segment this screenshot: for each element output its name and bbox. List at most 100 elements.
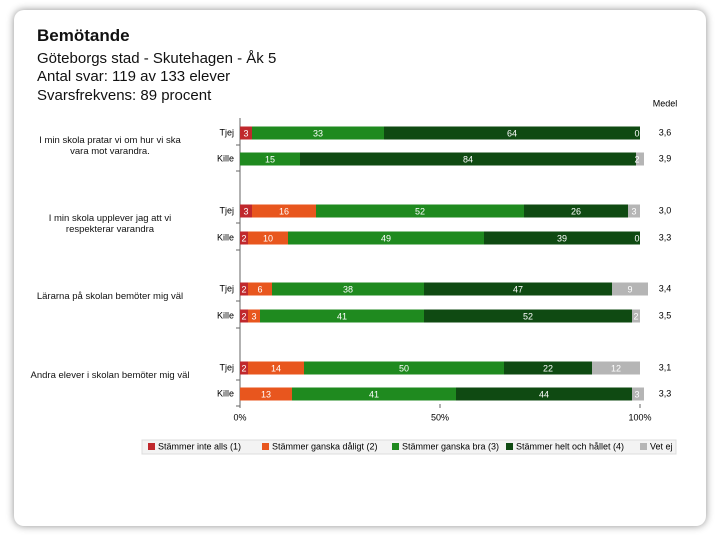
medel-value: 3,1	[659, 362, 672, 372]
legend-label: Stämmer helt och hållet (4)	[516, 441, 624, 451]
medel-title: Medel	[653, 98, 678, 108]
value-label: 47	[513, 284, 523, 294]
value-label: 41	[337, 311, 347, 321]
bar-segment	[632, 387, 644, 401]
bar-segment	[248, 282, 272, 296]
bar-segment	[240, 282, 248, 296]
bar-segment	[240, 152, 300, 166]
value-label: 14	[271, 363, 281, 373]
medel-value: 3,3	[659, 232, 672, 242]
bar-segment	[248, 309, 260, 323]
row-label: Kille	[217, 232, 234, 242]
value-label: 52	[415, 206, 425, 216]
bar-segment	[240, 361, 248, 375]
row-label: Kille	[217, 388, 234, 398]
bar-segment	[384, 126, 640, 140]
bar-segment	[300, 152, 636, 166]
value-label: 3	[631, 206, 636, 216]
medel-value: 3,9	[659, 153, 672, 163]
bar-segment	[424, 309, 632, 323]
question: I min skola upplever jag att vi respekte…	[48, 213, 172, 235]
subtitle: Göteborgs stad - Skutehagen - Åk 5	[37, 50, 277, 67]
row-label: Kille	[217, 310, 234, 320]
row-label: Kille	[217, 153, 234, 163]
medel-value: 3,3	[659, 388, 672, 398]
value-label: 22	[543, 363, 553, 373]
bar-segment	[484, 231, 640, 245]
value-label: 13	[261, 389, 271, 399]
bar-segment	[612, 282, 648, 296]
value-label: 26	[571, 206, 581, 216]
row-label: Tjej	[219, 127, 234, 137]
value-label: 84	[463, 154, 473, 164]
question: I min skola pratar vi om hur vi ska vara…	[39, 135, 181, 157]
value-label: 50	[399, 363, 409, 373]
bar-segment	[316, 204, 524, 218]
bar-segment	[240, 231, 248, 245]
medel-value: 3,0	[659, 205, 672, 215]
bar-segment	[424, 282, 612, 296]
bar-segment	[252, 204, 316, 218]
row-label: Tjej	[219, 205, 234, 215]
bar-segment	[524, 204, 628, 218]
legend-swatch	[392, 443, 399, 450]
bar-segment	[248, 361, 304, 375]
legend-swatch	[262, 443, 269, 450]
legend-label: Vet ej	[650, 441, 673, 451]
x-tick-label: 0%	[233, 412, 246, 422]
value-label: 2	[241, 233, 246, 243]
bar-segment	[252, 126, 384, 140]
value-label: 64	[507, 128, 517, 138]
legend-swatch	[148, 443, 155, 450]
value-label: 38	[343, 284, 353, 294]
bar-segment	[456, 387, 632, 401]
question: Lärarna på skolan bemöter mig väl	[36, 291, 184, 302]
row-label: Tjej	[219, 283, 234, 293]
value-label: 15	[265, 154, 275, 164]
bar-segment	[292, 387, 456, 401]
value-label: 3	[243, 206, 248, 216]
x-tick-label: 100%	[628, 412, 651, 422]
bar-segment	[632, 309, 640, 323]
bar-segment	[260, 309, 424, 323]
bar-segment	[636, 152, 644, 166]
value-label: 6	[257, 284, 262, 294]
bar-segment	[504, 361, 592, 375]
value-label: 52	[523, 311, 533, 321]
legend-swatch	[506, 443, 513, 450]
bar-segment	[272, 282, 424, 296]
bar-segment	[592, 361, 640, 375]
medel-value: 3,6	[659, 127, 672, 137]
bar-segment	[240, 126, 252, 140]
question: Andra elever i skolan bemöter mig väl	[30, 370, 190, 381]
bar-segment	[288, 231, 484, 245]
legend-swatch	[640, 443, 647, 450]
value-label: 2	[241, 311, 246, 321]
subtitle: Svarsfrekvens: 89 procent	[37, 87, 212, 104]
value-label: 39	[557, 233, 567, 243]
value-label: 16	[279, 206, 289, 216]
value-label: 0	[634, 128, 639, 138]
value-label: 3	[251, 311, 256, 321]
legend-label: Stämmer ganska bra (3)	[402, 441, 499, 451]
subtitle: Antal svar: 119 av 133 elever	[37, 68, 231, 85]
medel-value: 3,4	[659, 283, 672, 293]
row-label: Tjej	[219, 362, 234, 372]
x-tick-label: 50%	[431, 412, 449, 422]
value-label: 41	[369, 389, 379, 399]
bar-segment	[240, 204, 252, 218]
value-label: 3	[634, 389, 639, 399]
bar-segment	[240, 387, 292, 401]
bar-segment	[304, 361, 504, 375]
value-label: 12	[611, 363, 621, 373]
title: Bemötande	[37, 26, 130, 45]
medel-value: 3,5	[659, 310, 672, 320]
legend-label: Stämmer ganska dåligt (2)	[272, 441, 378, 451]
value-label: 44	[539, 389, 549, 399]
value-label: 3	[243, 128, 248, 138]
value-label: 2	[634, 154, 639, 164]
bar-segment	[240, 309, 248, 323]
value-label: 49	[381, 233, 391, 243]
